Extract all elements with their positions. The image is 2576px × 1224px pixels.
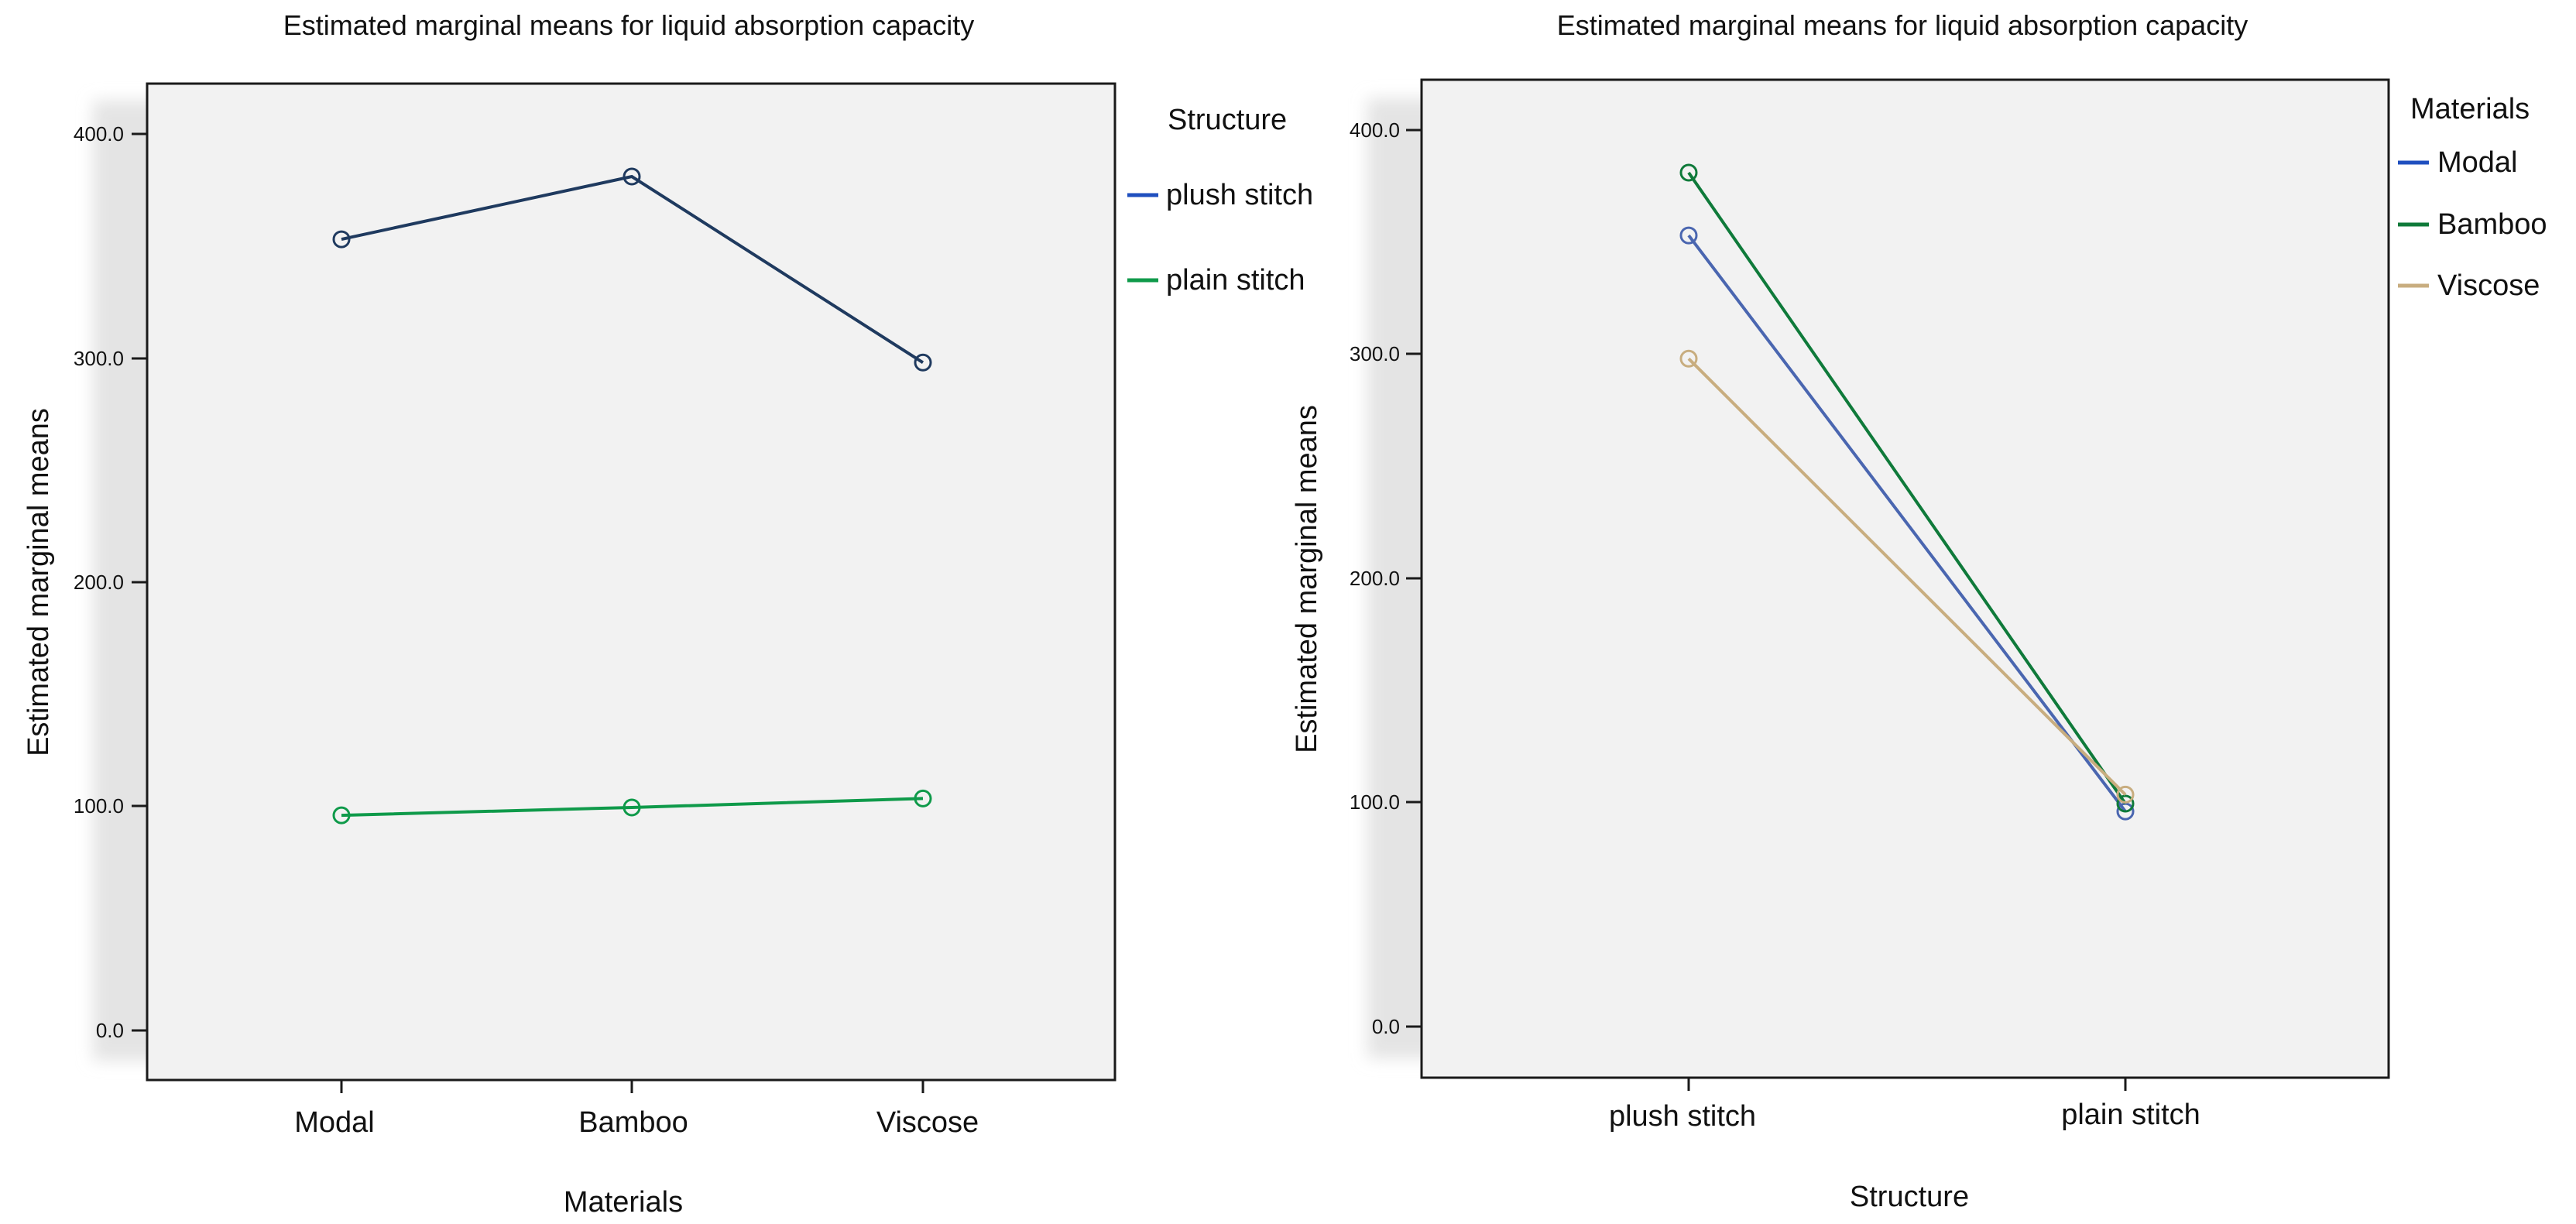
left-y-tick-label: 0.0 — [96, 1019, 124, 1042]
right-legend-item: Modal — [2398, 146, 2518, 179]
right-y-tick: 100.0 — [1350, 790, 1422, 814]
right-x-tick-label: plain stitch — [2061, 1099, 2200, 1131]
left-data-point-plush-stitch-viscose — [914, 353, 932, 372]
right-data-point-bamboo-plain-stitch — [2116, 794, 2135, 813]
left-x-axis-title: Materials — [564, 1186, 683, 1219]
left-y-axis-title: Estimated marginal means — [22, 408, 55, 756]
left-y-tick: 100.0 — [74, 794, 147, 818]
right-data-point-bamboo-plush-stitch — [1679, 163, 1698, 182]
left-legend-item: plush stitch — [1127, 179, 1313, 211]
right-y-tick-label: 200.0 — [1350, 567, 1400, 590]
left-x-tick-label: Modal — [294, 1106, 375, 1139]
left-y-tick: 300.0 — [74, 347, 147, 370]
left-y-tick-label: 400.0 — [74, 122, 124, 146]
left-legend-label: plush stitch — [1166, 179, 1313, 211]
left-y-tick-label: 100.0 — [74, 794, 124, 818]
left-y-tick: 0.0 — [96, 1019, 147, 1042]
left-x-tick: Viscose — [876, 1080, 979, 1139]
left-legend-label: plain stitch — [1166, 264, 1305, 297]
left-y-tick: 200.0 — [74, 571, 147, 594]
left-data-point-plush-stitch-modal — [332, 230, 351, 249]
right-x-axis-title: Structure — [1850, 1181, 1969, 1213]
right-legend: Materials Modal Bamboo Viscose — [2398, 93, 2547, 302]
right-legend-item: Viscose — [2398, 269, 2540, 302]
left-data-point-plain-stitch-modal — [332, 806, 351, 825]
left-series-layer — [332, 167, 932, 825]
right-x-tick: plain stitch — [2061, 1078, 2200, 1131]
right-x-tick-label: plush stitch — [1609, 1100, 1756, 1133]
left-x-tick: Bamboo — [578, 1080, 688, 1139]
right-legend-label: Bamboo — [2437, 208, 2547, 241]
right-y-ticks: 0.0 100.0 200.0 300.0 400.0 — [1350, 118, 1422, 1038]
right-y-tick-label: 0.0 — [1372, 1015, 1400, 1038]
left-y-ticks: 0.0 100.0 200.0 300.0 400.0 — [74, 122, 147, 1042]
right-plot-background — [1420, 78, 2390, 1079]
right-legend-item: Bamboo — [2398, 208, 2547, 241]
left-y-tick: 400.0 — [74, 122, 147, 146]
left-data-point-plush-stitch-bamboo — [623, 167, 641, 186]
right-y-tick: 300.0 — [1350, 342, 1422, 365]
left-legend-item: plain stitch — [1127, 264, 1305, 297]
right-x-ticks: plush stitch plain stitch — [1609, 1078, 2200, 1133]
right-data-point-viscose-plain-stitch — [2116, 785, 2135, 804]
right-y-axis-title: Estimated marginal means — [1291, 405, 1323, 753]
left-x-tick-label: Bamboo — [578, 1106, 688, 1139]
left-x-ticks: Modal Bamboo Viscose — [294, 1080, 979, 1139]
left-y-tick-label: 300.0 — [74, 347, 124, 370]
right-data-point-viscose-plush-stitch — [1679, 349, 1698, 368]
left-legend-title: Structure — [1168, 104, 1287, 136]
right-chart-title: Estimated marginal means for liquid abso… — [1557, 9, 2248, 41]
right-y-tick: 0.0 — [1372, 1015, 1422, 1038]
right-data-point-modal-plain-stitch — [2116, 802, 2135, 821]
right-series-line-bamboo — [1687, 171, 2127, 805]
right-legend-label: Modal — [2437, 146, 2518, 179]
right-y-tick-label: 300.0 — [1350, 342, 1400, 365]
left-plot-background — [146, 82, 1116, 1082]
left-x-tick: Modal — [294, 1080, 375, 1139]
right-x-tick: plush stitch — [1609, 1078, 1756, 1133]
right-series-layer — [1679, 163, 2135, 821]
right-y-tick: 400.0 — [1350, 118, 1422, 142]
right-y-tick-label: 100.0 — [1350, 790, 1400, 814]
right-chart: Estimated marginal means for liquid abso… — [1291, 9, 2547, 1213]
left-chart-title: Estimated marginal means for liquid abso… — [283, 9, 974, 41]
right-y-tick-label: 400.0 — [1350, 118, 1400, 142]
left-data-point-plain-stitch-bamboo — [623, 798, 641, 817]
right-data-point-modal-plush-stitch — [1679, 226, 1698, 245]
left-legend: Structure plush stitch plain stitch — [1127, 104, 1313, 297]
right-series-line-modal — [1687, 234, 2127, 813]
left-series-line-plain-stitch — [341, 797, 924, 818]
right-y-tick: 200.0 — [1350, 567, 1422, 590]
left-x-tick-label: Viscose — [876, 1106, 979, 1139]
left-series-line-plush-stitch — [341, 174, 924, 364]
right-series-line-viscose — [1687, 357, 2127, 796]
left-data-point-plain-stitch-viscose — [914, 789, 932, 807]
left-chart: Estimated marginal means for liquid abso… — [22, 9, 1313, 1219]
right-legend-label: Viscose — [2437, 269, 2540, 302]
left-y-tick-label: 200.0 — [74, 571, 124, 594]
right-legend-title: Materials — [2410, 93, 2530, 125]
